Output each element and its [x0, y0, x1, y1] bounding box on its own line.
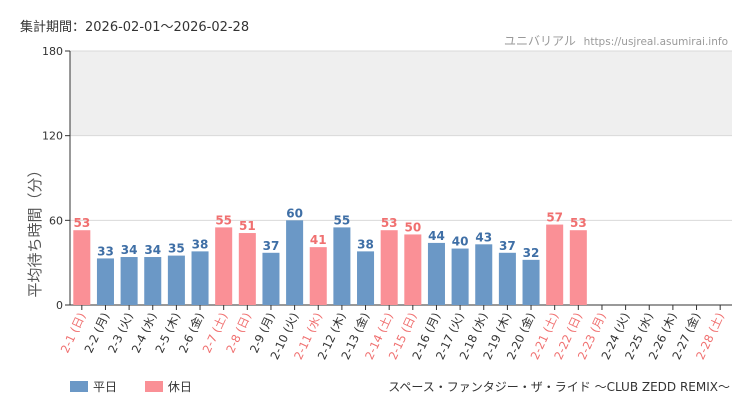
- bar-weekday: [96, 258, 114, 305]
- legend-holiday-swatch: [144, 381, 163, 392]
- data-label: 55: [334, 213, 351, 227]
- data-label: 38: [357, 237, 374, 251]
- x-tick-label: 2-9 (月): [247, 310, 278, 355]
- legend-weekday-swatch: [70, 381, 88, 392]
- data-label: 40: [452, 235, 469, 249]
- legend-holiday-label: 休日: [167, 380, 192, 394]
- x-tick-label: 2-4 (水): [129, 310, 160, 355]
- data-label: 55: [215, 213, 232, 227]
- bar-weekday: [286, 220, 304, 305]
- data-label: 41: [310, 233, 327, 247]
- bar-weekday: [475, 244, 493, 305]
- data-label: 44: [428, 229, 445, 243]
- y-tick-label: 120: [42, 130, 63, 143]
- bar-weekday: [427, 242, 445, 305]
- x-tick-label: 2-14 (土): [362, 310, 396, 361]
- data-label: 34: [144, 243, 161, 257]
- data-label: 60: [286, 206, 303, 220]
- x-tick-label: 2-6 (金): [176, 310, 207, 355]
- data-label: 37: [499, 239, 516, 253]
- data-label: 57: [546, 211, 563, 225]
- data-label: 37: [263, 239, 280, 253]
- x-tick-label: 2-12 (木): [315, 310, 349, 361]
- x-tick-label: 2-24 (火): [598, 310, 632, 361]
- shaded-band: [70, 51, 732, 136]
- x-tick-label: 2-26 (木): [646, 310, 680, 361]
- y-axis-label-text: 平均待ち時間（分）: [26, 162, 44, 297]
- x-tick-label: 2-19 (木): [480, 310, 514, 361]
- x-tick-label: 2-18 (水): [457, 310, 491, 361]
- legend-weekday: 平日: [70, 378, 117, 395]
- y-tick-label: 60: [49, 214, 63, 227]
- attraction-title: スペース・ファンタジー・ザ・ライド ～CLUB ZEDD REMIX～: [388, 380, 730, 394]
- bar-weekday: [120, 257, 138, 305]
- y-axis-label-svg: 平均待ち時間（分）: [26, 162, 44, 297]
- x-tick-label: 2-17 (火): [433, 310, 467, 361]
- bar-weekday: [357, 251, 375, 305]
- x-tick-label: 2-13 (金): [338, 310, 372, 361]
- bar-weekday: [191, 251, 209, 305]
- bar-weekday: [167, 255, 185, 305]
- x-tick-label: 2-15 (日): [386, 310, 420, 361]
- brand-name: ユニバリアル: [503, 34, 576, 48]
- x-tick-label: 2-8 (日): [223, 310, 254, 355]
- x-tick-label: 2-21 (土): [527, 310, 561, 361]
- x-tick-label: 2-23 (月): [575, 310, 609, 361]
- bar-holiday: [404, 234, 422, 305]
- data-label: 53: [73, 216, 90, 230]
- x-tick-label: 2-20 (金): [504, 310, 538, 361]
- data-label: 35: [168, 242, 185, 256]
- data-label: 32: [523, 246, 540, 260]
- legend-holiday: 休日: [144, 378, 192, 395]
- bar-holiday: [380, 230, 398, 305]
- bar-holiday: [546, 224, 564, 305]
- brand-url[interactable]: https://usjreal.asumirai.info: [583, 36, 728, 48]
- data-label: 53: [381, 216, 398, 230]
- data-label: 50: [404, 220, 421, 234]
- x-tick-label: 2-11 (水): [291, 310, 325, 361]
- x-tick-label: 2-3 (火): [105, 310, 136, 355]
- bar-weekday: [262, 252, 280, 305]
- bar-weekday: [451, 248, 469, 305]
- data-label: 53: [570, 216, 587, 230]
- x-tick-label: 2-27 (金): [669, 310, 703, 361]
- data-label: 38: [192, 237, 209, 251]
- bar-weekday: [522, 259, 540, 305]
- legend-weekday-label: 平日: [93, 380, 118, 394]
- x-tick-label: 2-22 (日): [551, 310, 585, 361]
- x-tick-label: 2-28 (土): [693, 310, 727, 361]
- bar-holiday: [73, 230, 91, 305]
- data-label: 33: [97, 244, 114, 258]
- legend: 平日 休日: [70, 378, 216, 395]
- bar-weekday: [144, 257, 162, 305]
- x-tick-label: 2-2 (月): [81, 310, 112, 355]
- x-tick-label: 2-25 (水): [622, 310, 656, 361]
- bar-weekday: [333, 227, 351, 305]
- data-label: 51: [239, 219, 256, 233]
- x-tick-label: 2-1 (日): [58, 310, 89, 355]
- period-label: 集計期間：2026-02-01～2026-02-28: [20, 20, 250, 35]
- y-tick-label: 180: [42, 45, 63, 58]
- bar-holiday: [309, 247, 327, 305]
- x-tick-label: 2-7 (土): [200, 310, 231, 355]
- brand: ユニバリアル https://usjreal.asumirai.info: [504, 32, 728, 49]
- bar-holiday: [238, 233, 256, 305]
- x-tick-label: 2-5 (木): [152, 310, 183, 355]
- y-axis-label: 平均待ち時間（分）: [20, 160, 48, 304]
- y-tick-label: 0: [56, 299, 63, 312]
- x-tick-label: 2-10 (火): [267, 310, 301, 361]
- data-label: 43: [475, 230, 492, 244]
- bar-holiday: [569, 230, 587, 305]
- bar-holiday: [215, 227, 233, 305]
- bar-weekday: [498, 252, 516, 305]
- data-label: 34: [121, 243, 138, 257]
- x-tick-label: 2-16 (月): [409, 310, 443, 361]
